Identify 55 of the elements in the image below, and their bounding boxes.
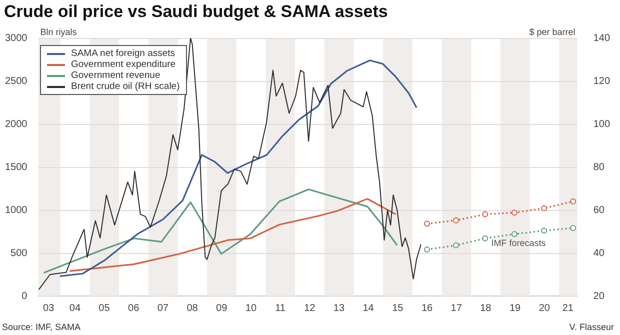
y-tick-label: 2000 [4,118,28,130]
x-tick-label: 05 [98,302,110,314]
source-note: Source: IMF, SAMA [2,322,81,332]
y-tick-label: 0 [22,290,28,302]
point [541,205,548,212]
x-tick-label: 09 [216,302,228,314]
point [424,220,430,227]
point [570,225,576,232]
point [482,235,488,242]
legend-label: Brent crude oil (RH scale) [70,81,180,92]
point [570,198,576,204]
point [511,210,518,216]
legend-label: SAMA net foreign assets [70,48,176,59]
y2-tick-label: 40 [593,248,605,259]
x-tick-label: 06 [128,302,140,314]
annotation: IMF forecasts [491,238,546,248]
y2-tick-label: 60 [593,204,605,216]
point [453,242,460,248]
y-tick-label: 1000 [4,204,28,216]
y-tick-label: 2500 [4,76,28,87]
y-axis-title: Bln riyals [40,26,78,37]
x-tick-label: 19 [509,302,522,314]
legend-label: Government revenue [70,70,162,81]
chart-title: Crude oil price vs Saudi budget & SAMA assets [4,2,388,22]
x-tick-label: 11 [275,302,286,314]
x-tick-label: 04 [69,302,81,314]
y-tick-label: 500 [10,248,28,259]
y-tick-label: 1500 [4,162,28,173]
y2-tick-label: 20 [593,290,605,302]
y2-axis-title: $ per barrel [529,26,576,37]
x-tick-label: 12 [304,302,316,314]
y2-tick-label: 120 [593,76,610,87]
x-tick-label: 17 [450,302,462,314]
x-tick-label: 08 [186,302,198,314]
point [482,211,488,218]
x-tick-label: 10 [245,302,257,314]
x-tick-label: 20 [538,302,550,314]
x-tick-label: 13 [333,302,345,314]
y2-tick-label: 80 [593,162,605,173]
x-tick-label: 16 [421,302,434,314]
legend-label: Government expenditure [70,59,177,70]
x-tick-label: 21 [562,302,574,314]
x-tick-label: 15 [392,302,404,314]
y2-tick-label: 140 [593,32,610,44]
y-tick-label: 3000 [4,32,28,44]
point [453,217,460,224]
point [511,231,518,238]
x-tick-label: 07 [157,302,169,314]
x-tick-label: 14 [362,302,374,314]
point [424,246,430,253]
y2-tick-label: 100 [593,118,610,130]
x-tick-label: 03 [43,302,55,314]
text: V. Flasseur [569,322,614,332]
point [541,228,548,234]
x-tick-label: 18 [480,302,492,314]
